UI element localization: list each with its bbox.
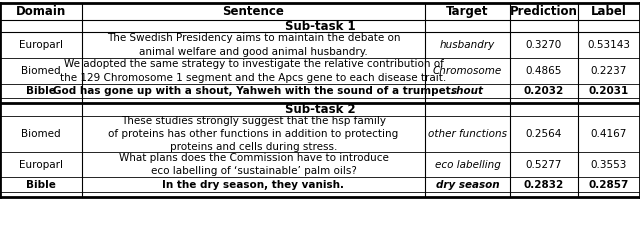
Text: 0.53143: 0.53143 <box>588 40 630 50</box>
Text: Domain: Domain <box>16 5 66 18</box>
Text: Sub-task 1: Sub-task 1 <box>285 20 355 33</box>
Text: What plans does the Commission have to introduce
eco labelling of ‘sustainable’ : What plans does the Commission have to i… <box>118 153 388 176</box>
Text: 0.2564: 0.2564 <box>526 129 562 139</box>
Text: other functions: other functions <box>428 129 507 139</box>
Text: Europarl: Europarl <box>19 160 63 169</box>
Text: Chromosome: Chromosome <box>433 66 502 76</box>
Text: Biomed: Biomed <box>21 129 61 139</box>
Text: Prediction: Prediction <box>510 5 578 18</box>
Text: Target: Target <box>446 5 489 18</box>
Text: Bible: Bible <box>26 86 56 96</box>
Text: Label: Label <box>591 5 627 18</box>
Text: Sentence: Sentence <box>223 5 284 18</box>
Text: In the dry season, they vanish.: In the dry season, they vanish. <box>163 180 344 190</box>
Text: 0.5277: 0.5277 <box>526 160 562 169</box>
Text: We adopted the same strategy to investigate the relative contribution of
the 129: We adopted the same strategy to investig… <box>60 59 447 83</box>
Text: shout: shout <box>451 86 484 96</box>
Text: 0.2857: 0.2857 <box>589 180 629 190</box>
Text: 0.4865: 0.4865 <box>526 66 562 76</box>
Text: These studies strongly suggest that the hsp family
of proteins has other functio: These studies strongly suggest that the … <box>108 116 399 152</box>
Text: Biomed: Biomed <box>21 66 61 76</box>
Text: 0.2237: 0.2237 <box>591 66 627 76</box>
Text: dry season: dry season <box>436 180 499 190</box>
Text: 0.2832: 0.2832 <box>524 180 564 190</box>
Text: 0.3270: 0.3270 <box>526 40 562 50</box>
Text: Sub-task 2: Sub-task 2 <box>285 103 355 116</box>
Text: husbandry: husbandry <box>440 40 495 50</box>
Text: The Swedish Presidency aims to maintain the debate on
animal welfare and good an: The Swedish Presidency aims to maintain … <box>107 34 400 57</box>
Text: God has gone up with a shout, Yahweh with the sound of a trumpet.: God has gone up with a shout, Yahweh wit… <box>52 86 454 96</box>
Text: 0.2032: 0.2032 <box>524 86 564 96</box>
Text: Europarl: Europarl <box>19 40 63 50</box>
Text: eco labelling: eco labelling <box>435 160 500 169</box>
Text: 0.2031: 0.2031 <box>589 86 629 96</box>
Text: 0.3553: 0.3553 <box>591 160 627 169</box>
Text: Bible: Bible <box>26 180 56 190</box>
Text: 0.4167: 0.4167 <box>591 129 627 139</box>
